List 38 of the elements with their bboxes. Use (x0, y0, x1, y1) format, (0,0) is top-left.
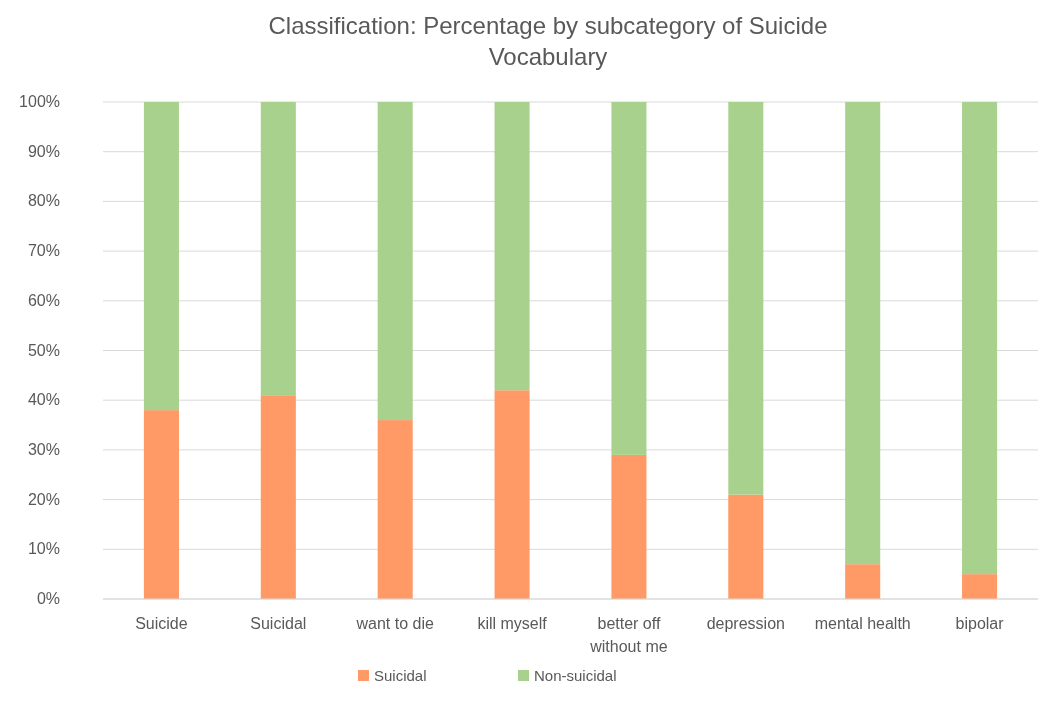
legend-label: Suicidal (374, 667, 427, 684)
bar (728, 102, 764, 495)
y-tick-label: 90% (27, 142, 60, 160)
y-tick-label: 60% (27, 291, 60, 309)
bar (728, 494, 764, 599)
y-tick-label: 100% (19, 93, 60, 110)
bar (845, 102, 881, 565)
bar (611, 454, 647, 599)
y-tick-label: 30% (27, 440, 60, 458)
x-tick-label: better off without me (589, 615, 668, 655)
bar (143, 102, 179, 411)
bar (962, 574, 998, 599)
y-tick-label: 20% (27, 490, 60, 508)
bar (494, 390, 530, 599)
x-tick-label: Suicide (135, 615, 188, 632)
x-tick-label: bipolar (955, 615, 1005, 632)
bar (845, 564, 881, 599)
x-tick-label: mental health (814, 615, 911, 632)
y-tick-label: 0% (36, 590, 60, 607)
bar (143, 410, 179, 599)
bar (377, 102, 413, 421)
bar (962, 102, 998, 575)
legend-label: Non-suicidal (534, 667, 617, 684)
x-tick-label: depression (706, 615, 785, 632)
y-tick-label: 50% (27, 341, 60, 359)
x-tick-label: kill myself (477, 615, 548, 632)
y-tick-label: 70% (27, 242, 60, 260)
y-tick-label: 80% (27, 192, 60, 210)
y-tick-label: 10% (27, 540, 60, 558)
bar (494, 102, 530, 391)
x-tick-label: want to die (355, 615, 434, 632)
x-tick-label: Suicidal (250, 615, 307, 632)
bar (377, 420, 413, 599)
y-tick-label: 40% (27, 391, 60, 409)
bar (260, 102, 296, 396)
bar (260, 395, 296, 599)
bar (611, 102, 647, 455)
chart-title: Classification: Percentage by subcategory of Suicide Vocabulary (268, 12, 828, 70)
